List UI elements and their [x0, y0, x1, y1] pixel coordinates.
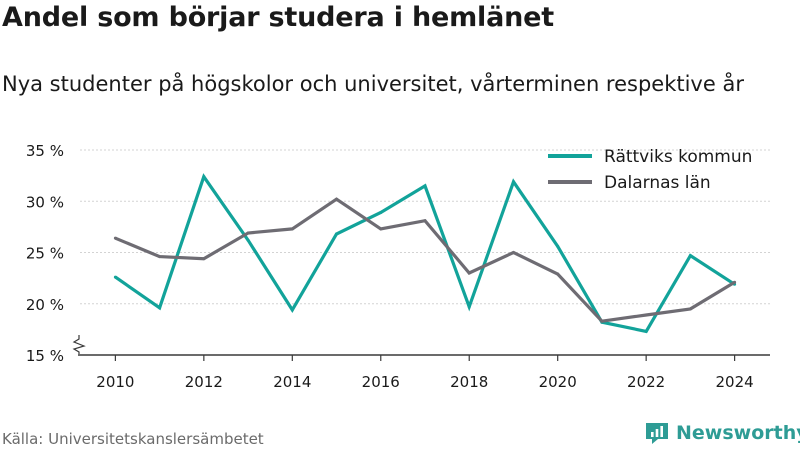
data-point — [158, 306, 162, 310]
data-point — [290, 227, 294, 231]
y-tick-label: 30 % — [26, 193, 64, 211]
data-point — [600, 319, 604, 323]
series-line-rattvik — [114, 173, 736, 334]
series-lines — [113, 173, 737, 334]
data-point — [335, 232, 339, 236]
data-point — [158, 255, 162, 259]
x-tick-label: 2014 — [273, 373, 311, 391]
data-point — [423, 184, 427, 188]
data-point — [113, 275, 117, 279]
data-point — [467, 305, 471, 309]
x-tick-label: 2020 — [539, 373, 577, 391]
data-point — [688, 307, 692, 311]
data-point — [688, 254, 692, 258]
data-point — [379, 227, 383, 231]
data-point — [556, 272, 560, 276]
x-tick-label: 2024 — [716, 373, 754, 391]
y-tick-label: 25 % — [26, 245, 64, 263]
legend-label: Dalarnas län — [604, 173, 711, 193]
data-point — [511, 180, 515, 184]
data-point — [423, 219, 427, 223]
data-point — [113, 236, 117, 240]
data-point — [511, 251, 515, 254]
axes: 15 % 20 % 25 % 30 % 35 % 2010 2012 2014 2016 2018… — [26, 142, 770, 391]
x-tick-label: 2012 — [185, 373, 223, 391]
newsworthy-logo: Newsworthy — [644, 420, 800, 446]
data-point — [202, 175, 206, 179]
data-point — [246, 231, 250, 235]
data-point — [644, 329, 648, 333]
data-point — [246, 238, 250, 242]
data-point — [202, 257, 206, 261]
chart-subtitle: Nya studenter på högskolor och universit… — [2, 72, 744, 96]
y-tick-label: 20 % — [26, 296, 64, 314]
y-tick-label: 35 % — [26, 142, 64, 160]
legend-label: Rättviks kommun — [604, 147, 752, 167]
series-line-dalarna — [114, 197, 736, 323]
data-point — [733, 280, 737, 284]
data-point — [290, 308, 294, 312]
data-point — [644, 313, 648, 317]
data-point — [556, 244, 560, 248]
y-tick-label: 15 % — [26, 347, 64, 365]
legend: Rättviks kommun Dalarnas län — [548, 147, 752, 193]
newsworthy-logo-icon — [646, 423, 668, 444]
x-tick-label: 2010 — [96, 373, 134, 391]
data-point — [379, 211, 383, 215]
brand-name: Newsworthy — [676, 422, 800, 444]
gridlines — [80, 149, 770, 305]
x-tick-label: 2022 — [627, 373, 665, 391]
source-note: Källa: Universitetskanslersämbetet — [2, 430, 264, 448]
chart-title: Andel som börjar studera i hemlänet — [2, 2, 554, 33]
x-tick-label: 2016 — [362, 373, 400, 391]
x-tick-label: 2018 — [450, 373, 488, 391]
data-point — [335, 197, 339, 201]
axis-break-icon — [72, 335, 86, 354]
data-point — [467, 271, 471, 275]
